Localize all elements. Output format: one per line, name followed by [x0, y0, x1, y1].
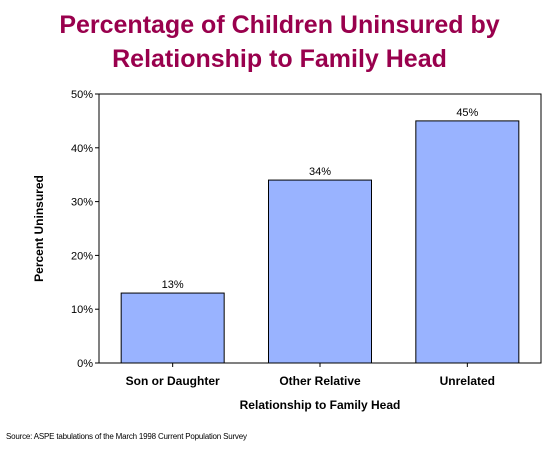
x-tick-label: Unrelated	[440, 374, 495, 388]
x-axis-label: Relationship to Family Head	[240, 398, 401, 412]
x-tick-label: Other Relative	[279, 374, 361, 388]
bar-data-label: 45%	[456, 107, 478, 119]
y-tick-label: 50%	[71, 89, 93, 101]
x-tick-label: Son or Daughter	[126, 374, 220, 388]
y-axis-ticks: 0% 10% 20% 30% 40% 50%	[71, 89, 99, 370]
y-tick-label: 0%	[77, 358, 93, 370]
source-note: Source: ASPE tabulations of the March 19…	[6, 432, 247, 441]
y-tick-label: 40%	[71, 143, 93, 155]
plot-area-frame	[98, 93, 542, 364]
y-axis-label: Percent Uninsured	[32, 175, 46, 282]
bars	[120, 120, 520, 364]
y-tick-label: 30%	[71, 197, 93, 209]
chart-title: Percentage of Children Uninsured by Rela…	[0, 8, 559, 76]
bar	[415, 120, 520, 364]
bar-data-label: 34%	[309, 166, 331, 178]
bar-data-label: 13%	[162, 279, 184, 291]
y-tick-label: 10%	[71, 304, 93, 316]
bar	[268, 179, 372, 364]
chart-title-line-2: Relationship to Family Head	[112, 45, 447, 73]
bar	[120, 292, 225, 364]
bar-data-labels: 13% 34% 45%	[162, 107, 479, 291]
y-tick-label: 20%	[71, 250, 93, 262]
x-axis-tick-labels: Son or Daughter Other Relative Unrelated	[126, 363, 495, 388]
chart-title-line-1: Percentage of Children Uninsured by	[59, 11, 500, 39]
